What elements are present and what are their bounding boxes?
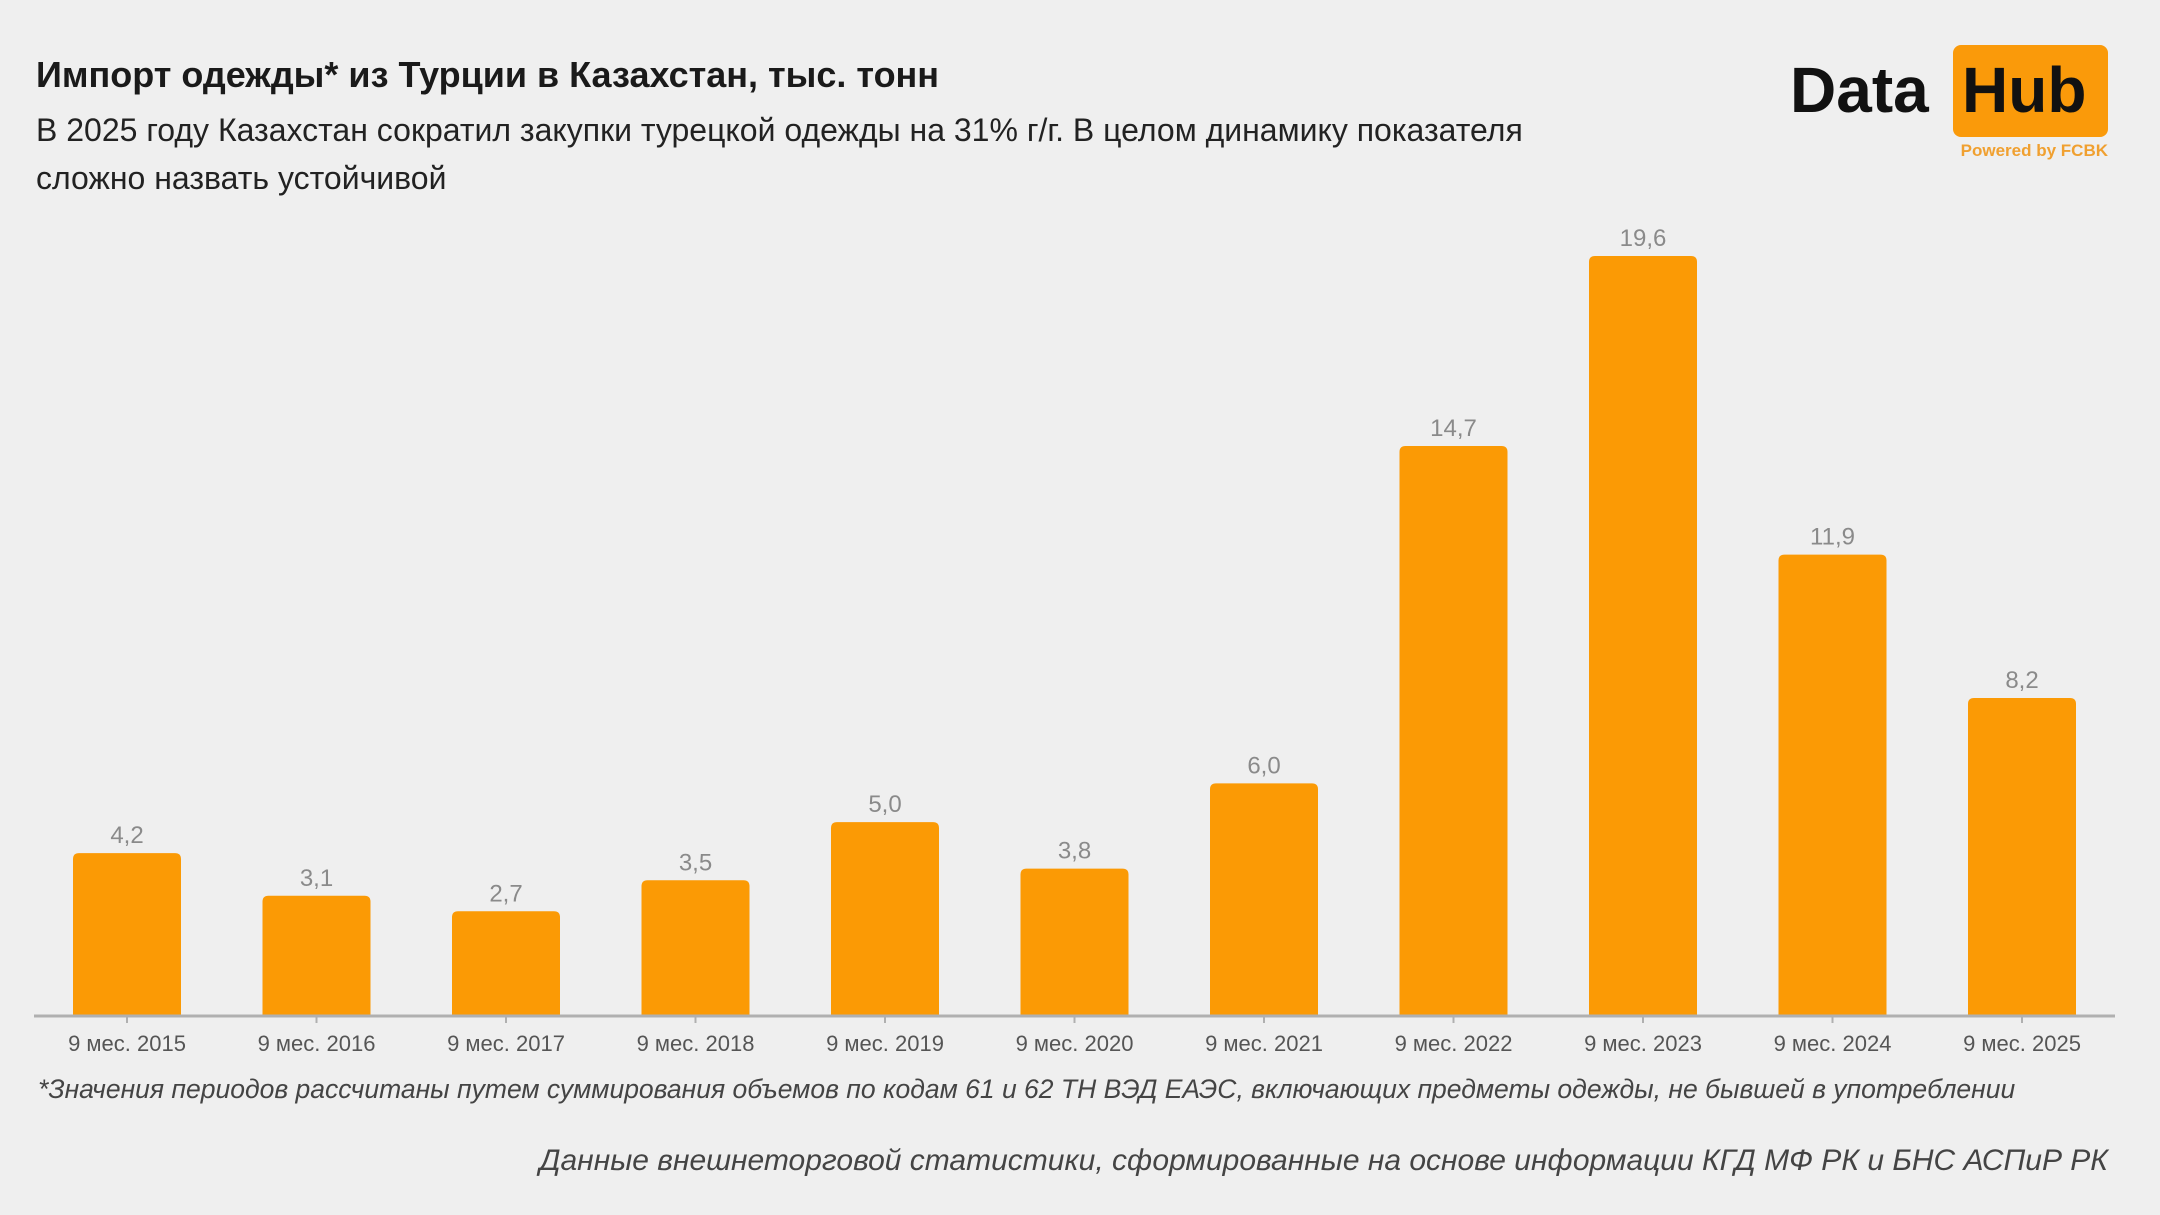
x-tick-label: 9 мес. 2019 — [826, 1031, 944, 1056]
bar — [262, 895, 371, 1016]
x-tick-label: 9 мес. 2021 — [1205, 1031, 1323, 1056]
x-tick-label: 9 мес. 2018 — [637, 1031, 755, 1056]
data-label: 3,1 — [300, 865, 333, 892]
bar — [1778, 554, 1887, 1016]
data-label: 5,0 — [868, 791, 901, 818]
logo-tagline: Powered by FCBK — [1960, 141, 2108, 160]
data-label: 3,5 — [679, 849, 712, 876]
footnote: *Значения периодов рассчитаны путем сумм… — [38, 1074, 2016, 1104]
logo-orange-box — [1953, 45, 2108, 137]
data-label: 3,8 — [1058, 838, 1091, 865]
bar — [641, 880, 750, 1016]
bar — [1210, 783, 1318, 1016]
x-tick-label: 9 мес. 2022 — [1395, 1031, 1513, 1056]
bar — [1968, 698, 2076, 1016]
x-tick-label: 9 мес. 2024 — [1774, 1031, 1892, 1056]
data-label: 6,0 — [1247, 752, 1280, 779]
x-tick-label: 9 мес. 2020 — [1016, 1031, 1134, 1056]
bar — [1399, 446, 1508, 1016]
x-tick-label: 9 мес. 2016 — [258, 1031, 376, 1056]
x-tick-label: 9 мес. 2017 — [447, 1031, 565, 1056]
data-label: 11,9 — [1810, 524, 1855, 551]
bar — [73, 853, 181, 1016]
bar — [831, 822, 939, 1016]
data-label: 8,2 — [2005, 667, 2038, 694]
x-tick-label: 9 мес. 2025 — [1963, 1031, 2081, 1056]
bar — [452, 911, 560, 1016]
logo-word-hub: Hub — [1962, 54, 2087, 126]
data-label: 2,7 — [489, 880, 522, 907]
chart-subtitle: В 2025 году Казахстан сократил закупки т… — [36, 112, 1523, 196]
datahub-logo: Data Hub Powered by FCBK — [1790, 45, 2110, 165]
data-label: 4,2 — [110, 822, 143, 849]
logo-word-data: Data — [1790, 54, 1929, 126]
x-tick-label: 9 мес. 2023 — [1584, 1031, 1702, 1056]
source-note: Данные внешнеторговой статистики, сформи… — [539, 1144, 2108, 1177]
bar — [1589, 256, 1697, 1016]
data-label: 19,6 — [1620, 225, 1667, 252]
bar — [1020, 868, 1129, 1016]
x-tick-label: 9 мес. 2015 — [68, 1031, 186, 1056]
data-label: 14,7 — [1430, 415, 1477, 442]
chart-title: Импорт одежды* из Турции в Казахстан, ты… — [36, 54, 940, 95]
